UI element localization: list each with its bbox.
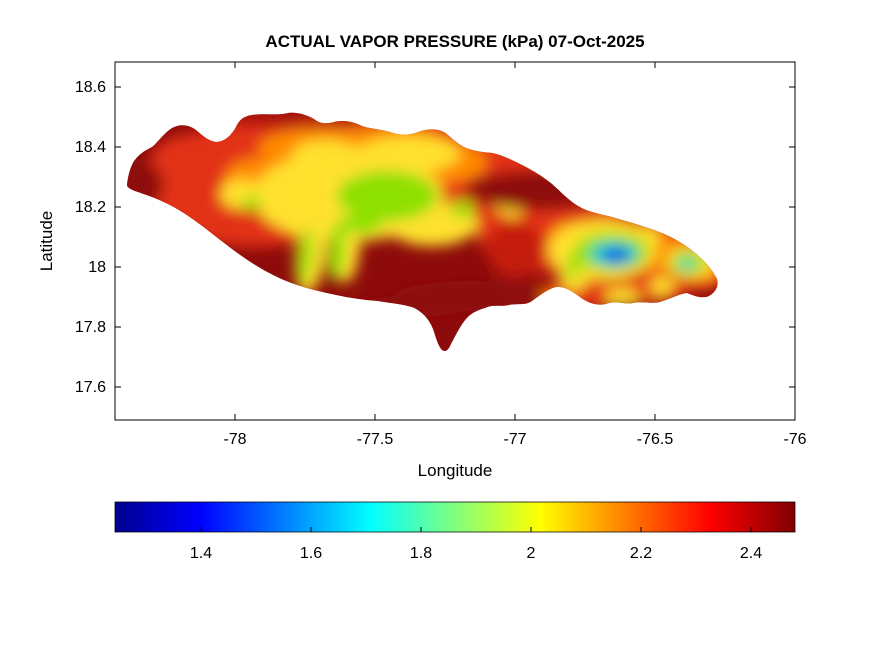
colorbar-tick-label: 1.4 <box>190 545 212 562</box>
colorbar-tick-label: 2.2 <box>630 545 652 562</box>
y-tick-label: 18.6 <box>75 79 106 96</box>
y-tick-label: 17.8 <box>75 319 106 336</box>
tick-marks <box>115 62 796 420</box>
jamaica-heatmap-region <box>127 112 718 352</box>
y-axis-label: Latitude <box>37 211 56 272</box>
colorbar-tick-label: 1.6 <box>300 545 322 562</box>
x-tick-label: -77.5 <box>357 431 394 448</box>
x-tick-label: -76 <box>783 431 806 448</box>
y-axis: 18.6 18.4 18.2 18 17.8 17.6 Latitude <box>37 79 106 396</box>
colorbar-tick-label: 1.8 <box>410 545 432 562</box>
x-tick-label: -77 <box>503 431 526 448</box>
colorbar-tick-marks <box>200 527 752 532</box>
x-axis: -78 -77.5 -77 -76.5 -76 Longitude <box>223 431 806 480</box>
y-tick-label: 17.6 <box>75 379 106 396</box>
x-tick-label: -78 <box>223 431 246 448</box>
heatmap-color-field <box>127 112 718 322</box>
x-axis-label: Longitude <box>418 461 493 480</box>
y-tick-label: 18.4 <box>75 139 106 156</box>
x-tick-label: -76.5 <box>637 431 674 448</box>
colorbar: 1.4 1.6 1.8 2 2.2 2.4 <box>114 501 796 562</box>
y-tick-label: 18 <box>88 259 106 276</box>
chart-title: ACTUAL VAPOR PRESSURE (kPa) 07-Oct-2025 <box>265 32 644 51</box>
axes-box <box>114 61 796 421</box>
colorbar-gradient <box>114 501 796 533</box>
colorbar-tick-label: 2 <box>527 545 536 562</box>
colorbar-tick-label: 2.4 <box>740 545 762 562</box>
y-tick-label: 18.2 <box>75 199 106 216</box>
